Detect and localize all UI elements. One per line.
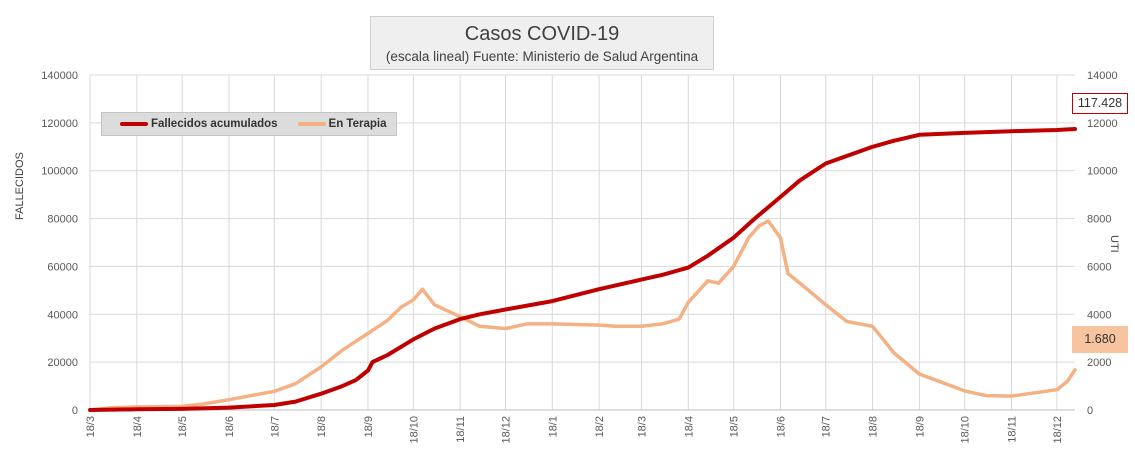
y-right-tick-label: 0 [1087, 405, 1093, 417]
series-line-fallecidos [88, 127, 1077, 412]
y-left-tick-label: 80000 [47, 214, 78, 226]
chart-title: Casos COVID-19 [464, 23, 620, 45]
x-tick-label: 18/3 [85, 416, 97, 437]
x-tick-label: 18/7 [821, 416, 833, 437]
x-tick-label: 18/1 [547, 416, 559, 437]
y-right-tick-label: 2000 [1087, 357, 1111, 369]
y-left-tick-label: 40000 [47, 309, 78, 321]
x-tick-label: 18/8 [316, 416, 328, 437]
chart-subtitle: (escala lineal) Fuente: Ministerio de Sa… [385, 49, 699, 64]
y-right-tick-label: 4000 [1087, 309, 1111, 321]
y-axis-left-title: FALLECIDOS [14, 152, 26, 220]
y-right-tick-label: 12000 [1087, 118, 1118, 130]
y-right-tick-label: 14000 [1087, 70, 1118, 82]
legend-label-terapia: En Terapia [328, 118, 387, 130]
x-tick-label: 18/6 [775, 416, 787, 437]
chart-title-box: Casos COVID-19 (escala lineal) Fuente: M… [370, 16, 714, 70]
y-axis-right: 0 2000 4000 6000 8000 10000 12000 14000 [1087, 70, 1118, 417]
x-tick-label: 18/12 [500, 416, 512, 444]
x-tick-label: 18/2 [594, 416, 606, 437]
x-tick-label: 18/4 [132, 416, 144, 437]
legend-item-terapia: En Terapia [297, 118, 387, 130]
y-left-tick-label: 100000 [41, 166, 78, 178]
y-right-tick-label: 6000 [1087, 261, 1111, 273]
x-tick-label: 18/9 [914, 416, 926, 437]
x-tick-label: 18/5 [729, 416, 741, 437]
x-tick-label: 18/3 [636, 416, 648, 437]
x-tick-label: 18/4 [683, 416, 695, 437]
y-right-tick-label: 8000 [1087, 214, 1111, 226]
legend-item-fallecidos: Fallecidos acumulados [120, 118, 278, 130]
x-tick-label: 18/7 [269, 416, 281, 437]
end-label-fallecidos: 117.428 [1072, 93, 1128, 114]
x-tick-label: 18/5 [177, 416, 189, 437]
x-tick-label: 18/9 [363, 416, 375, 437]
x-tick-label: 18/12 [1052, 416, 1064, 444]
legend-swatch-fallecidos [120, 122, 148, 126]
series-line-terapia [88, 219, 1077, 412]
x-tick-label: 18/6 [224, 416, 236, 437]
y-left-tick-label: 120000 [41, 118, 78, 130]
x-tick-label: 18/8 [868, 416, 880, 437]
x-tick-label: 18/11 [1007, 416, 1019, 443]
x-tick-label: 18/11 [455, 416, 467, 443]
legend: Fallecidos acumulados En Terapia [101, 112, 397, 136]
y-left-tick-label: 140000 [41, 70, 78, 82]
y-right-tick-label: 10000 [1087, 166, 1118, 178]
x-tick-label: 18/10 [408, 416, 420, 444]
y-axis-right-title: UTI [1108, 235, 1120, 253]
y-left-tick-label: 0 [72, 405, 78, 417]
y-left-tick-label: 60000 [47, 261, 78, 273]
series-group [88, 127, 1077, 412]
y-axis-left: 0 20000 40000 60000 80000 100000 120000 140000 [41, 70, 78, 417]
end-label-terapia: 1.680 [1072, 326, 1128, 353]
legend-label-fallecidos: Fallecidos acumulados [151, 118, 278, 130]
legend-swatch-terapia [297, 122, 326, 126]
x-tick-label: 18/10 [960, 416, 972, 444]
x-axis: 18/3 18/4 18/5 18/6 18/7 18/8 18/9 18/10 18/11 18… [85, 416, 1064, 444]
y-left-tick-label: 20000 [47, 357, 78, 369]
